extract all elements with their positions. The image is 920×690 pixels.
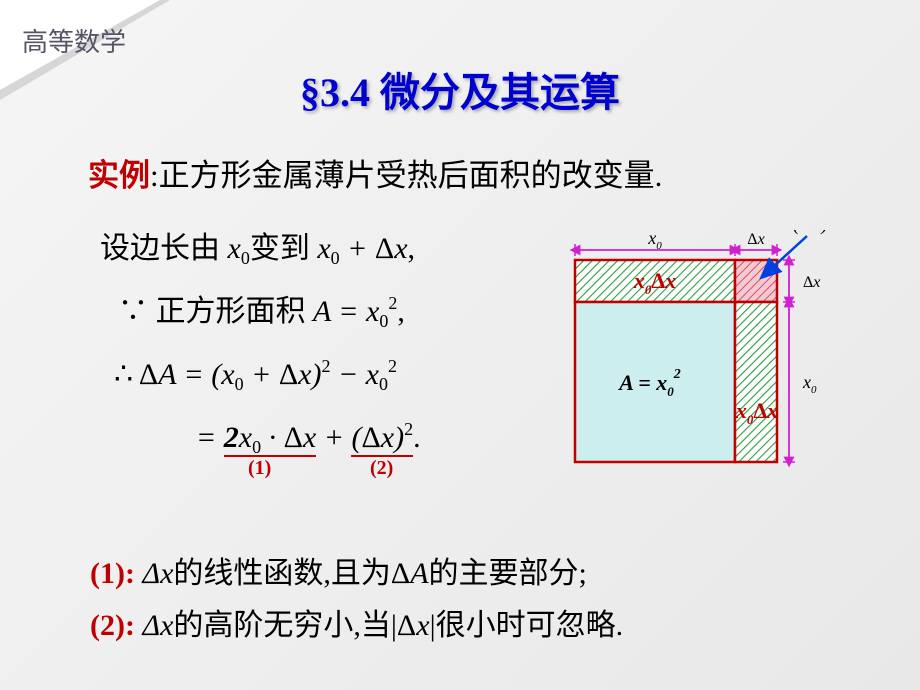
- section-title: §3.4 微分及其运算: [0, 60, 920, 118]
- math-line1: 设边长由 x0变到 x0 + Δx,: [100, 220, 540, 277]
- right-strip: [735, 302, 777, 462]
- svg-text:(Δx)2: (Δx)2: [793, 230, 835, 235]
- footnotes: (1): Δx的线性函数,且为ΔA的主要部分; (2): Δx的高阶无穷小,当|…: [90, 550, 623, 654]
- svg-text:Δx: Δx: [747, 231, 764, 248]
- math-derivation: 设边长由 x0变到 x0 + Δx, ∵ 正方形面积 A = x02, ∴ ΔA…: [100, 220, 540, 472]
- note-1: (1): Δx的线性函数,且为ΔA的主要部分;: [90, 550, 623, 598]
- svg-text:x0: x0: [802, 372, 817, 396]
- course-name: 高等数学: [22, 22, 126, 59]
- svg-text:x0Δx: x0Δx: [633, 268, 676, 297]
- math-line3: ∴ ΔA = (x0 + Δx)2 − x02: [100, 346, 540, 403]
- example-text: :正方形金属薄片受热后面积的改变量.: [150, 158, 662, 193]
- under-tag-1: (1): [248, 449, 271, 487]
- svg-text:x0Δx: x0Δx: [735, 398, 778, 427]
- svg-text:x0: x0: [647, 230, 662, 252]
- math-line2: ∵ 正方形面积 A = x02,: [100, 283, 540, 340]
- example-label: 实例: [88, 158, 150, 193]
- area-diagram: x0Δx x0Δx A = x02 x0 Δx Δx x0 (Δx)2: [555, 230, 835, 470]
- math-line4: = 2x0 · Δx + (Δx)2. (1) (2): [100, 409, 540, 466]
- note-2: (2): Δx的高阶无穷小,当|Δx|很小时可忽略.: [90, 602, 623, 650]
- corner-square: [735, 260, 777, 302]
- svg-text:Δx: Δx: [803, 274, 820, 291]
- under-tag-2: (2): [370, 449, 393, 487]
- example-line: 实例:正方形金属薄片受热后面积的改变量.: [88, 150, 662, 195]
